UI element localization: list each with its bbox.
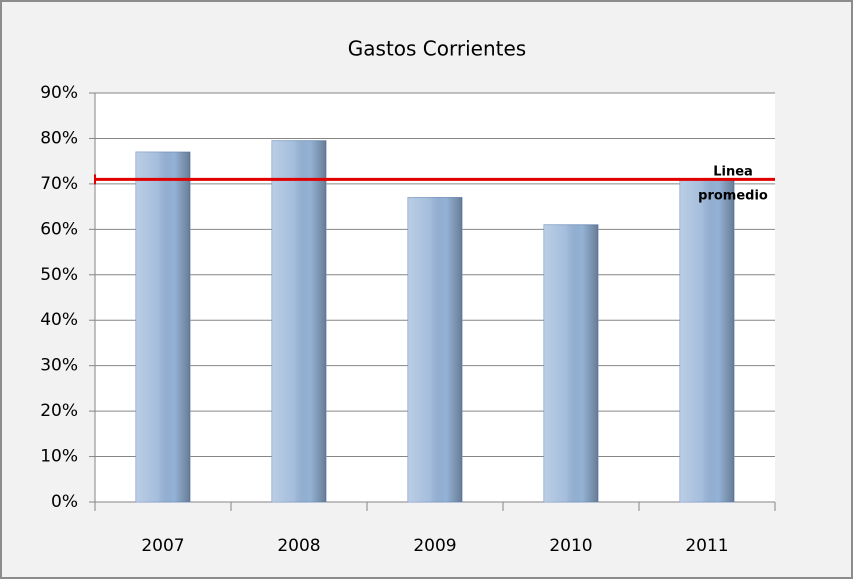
bar-group (543, 224, 599, 503)
bar-shading (544, 224, 598, 503)
y-tick-label: 20% (40, 401, 78, 421)
bar-group (679, 178, 735, 503)
bar-shading (408, 197, 462, 502)
bar-group (135, 151, 191, 503)
bar-shading (272, 140, 326, 502)
x-tick-label: 2009 (413, 536, 456, 556)
y-tick-label: 10% (40, 447, 78, 467)
x-tick-label: 2007 (141, 536, 184, 556)
x-tick-label: 2010 (549, 536, 592, 556)
bar-group (407, 197, 463, 503)
y-tick-label: 40% (40, 310, 78, 330)
y-tick-label: 30% (40, 356, 78, 376)
y-tick-label: 60% (40, 219, 78, 239)
bar-shading (136, 152, 190, 503)
x-tick-label: 2008 (277, 536, 320, 556)
y-tick-label: 80% (40, 128, 78, 148)
bar-group (271, 140, 327, 503)
average-line-label: promedio (698, 189, 768, 204)
x-tick-label: 2011 (685, 536, 728, 556)
average-line-label: Linea (713, 165, 753, 180)
chart-title: Gastos Corrientes (348, 37, 526, 61)
y-tick-label: 70% (40, 174, 78, 194)
y-tick-label: 0% (51, 492, 78, 512)
y-tick-label: 90% (40, 83, 78, 103)
y-tick-label: 50% (40, 265, 78, 285)
bar-shading (680, 179, 734, 502)
